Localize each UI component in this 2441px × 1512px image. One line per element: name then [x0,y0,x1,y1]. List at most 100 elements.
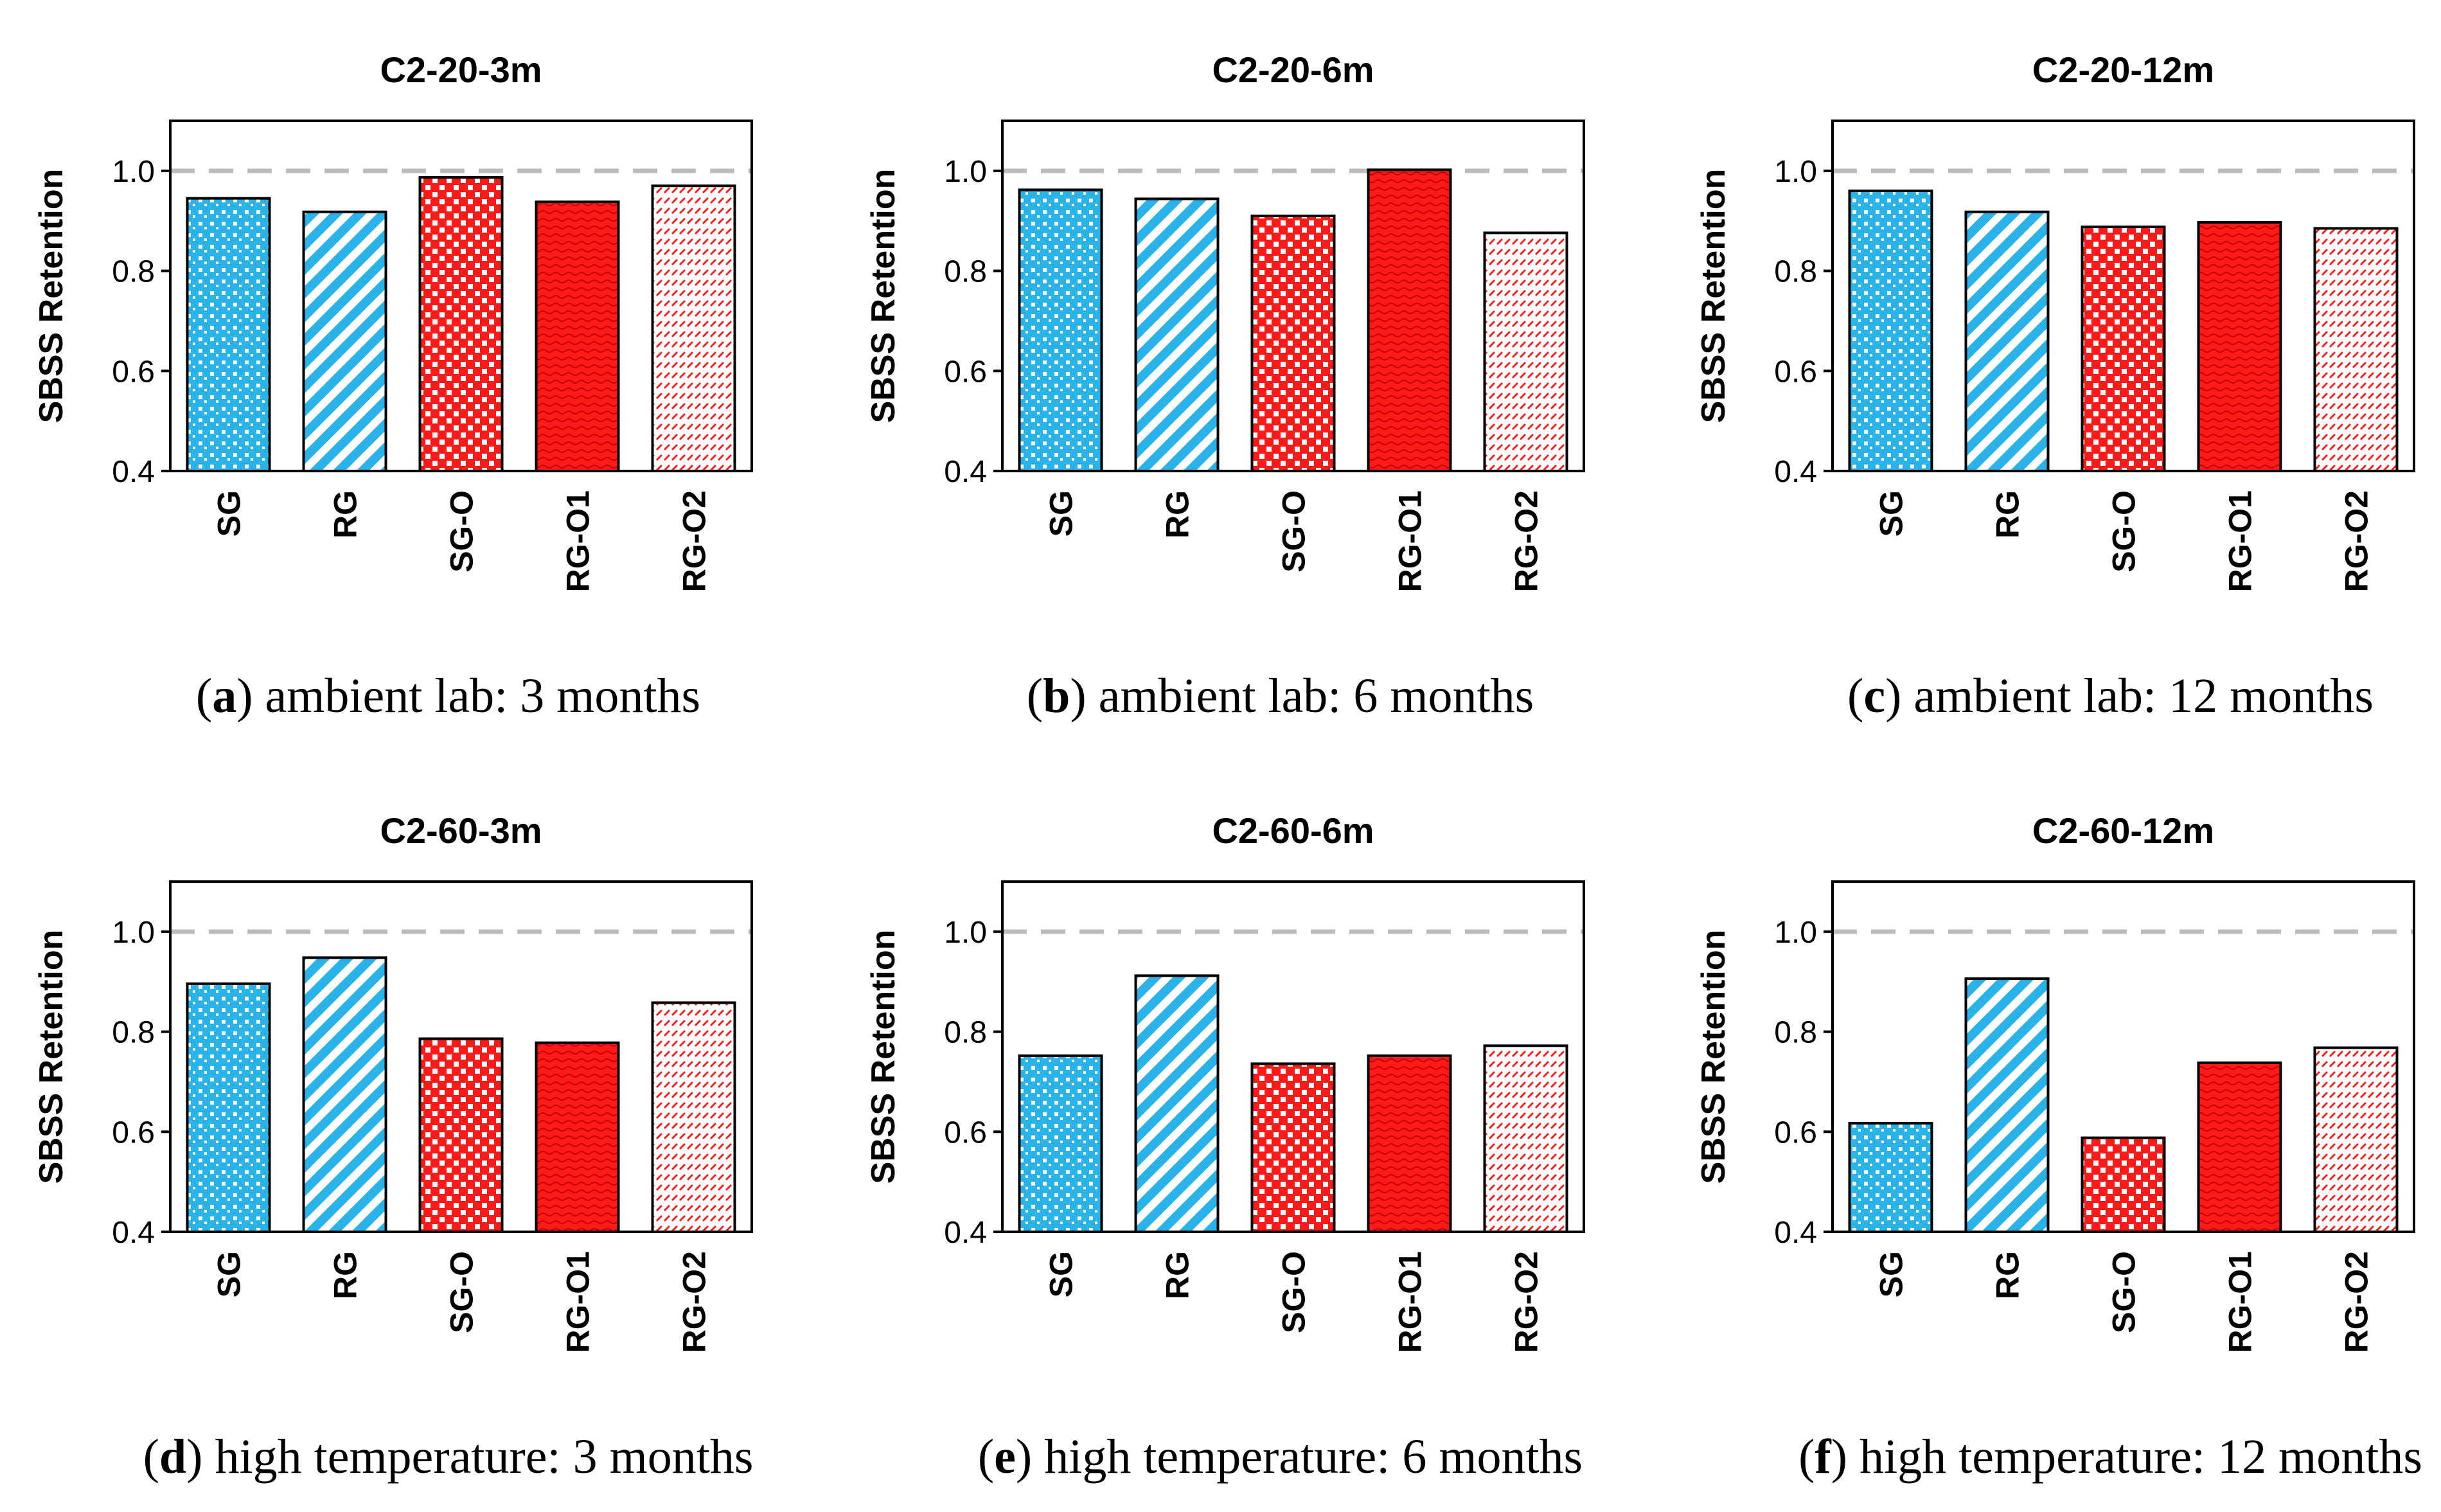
y-tick-label: 1.0 [944,155,987,189]
bar-rg-o1 [1367,1054,1452,1233]
x-tick-label: SG [211,490,247,537]
x-tick-label: SG [1043,1251,1079,1297]
bar-rg [1964,977,2050,1233]
y-tick-label: 1.0 [112,916,155,950]
bar-rg-o2 [651,1001,736,1234]
bar-rg [1134,197,1220,472]
bar-rg [302,210,387,472]
panel-caption: (b) ambient lab: 6 months [1027,669,1534,723]
y-tick-label: 0.8 [944,1016,987,1050]
bar-sg-o [418,1037,504,1233]
bar-rg-o2 [1483,1044,1568,1234]
bar-sg-o [418,175,504,472]
bar-sg [1018,1054,1103,1233]
bar-rg-o1 [1367,168,1452,472]
chart-title: C2-60-6m [1212,810,1374,851]
chart-title: C2-20-6m [1212,49,1374,90]
bar-sg [1848,190,1933,472]
y-axis-label: SBSS Retention [865,169,902,423]
x-tick-label: RG-O1 [1392,1251,1428,1353]
x-tick-label: RG-O1 [560,490,596,592]
y-tick-label: 0.6 [944,355,987,389]
panel-caption: (e) high temperature: 6 months [978,1430,1583,1484]
y-tick-label: 0.6 [112,355,155,389]
y-tick-label: 0.4 [1774,455,1817,489]
chart-title: C2-60-3m [380,810,542,851]
x-tick-label: RG-O2 [677,1251,713,1353]
bar-sg [186,982,271,1234]
y-tick-label: 0.4 [112,455,155,489]
y-axis-label: SBSS Retention [1695,169,1732,423]
panel-caption: (c) ambient lab: 12 months [1847,669,2374,723]
chart-panel-a: C2-20-3m 0.4 0.6 0.8 1.0 SBSS Retention SG RG SG… [33,49,753,723]
x-tick-label: RG-O2 [1509,1251,1545,1353]
chart-title: C2-20-3m [380,49,542,90]
y-axis-label: SBSS Retention [865,930,902,1184]
y-tick-label: 0.6 [1774,355,1817,389]
y-tick-label: 1.0 [1774,916,1817,950]
bar-rg-o1 [2197,221,2282,472]
x-tick-label: RG [328,1251,364,1299]
y-tick-label: 0.8 [112,1016,155,1050]
plot-frame [1831,880,2415,1233]
panels: C2-20-3m 0.4 0.6 0.8 1.0 SBSS Retention SG RG SG… [33,49,2422,1484]
y-tick-label: 0.6 [1774,1116,1817,1150]
y-tick-label: 0.8 [944,255,987,289]
y-tick-label: 0.4 [112,1216,155,1250]
y-tick-label: 0.4 [944,1216,987,1250]
bar-rg-o2 [1483,231,1568,472]
chart-panel-d: C2-60-3m 0.4 0.6 0.8 1.0 SBSS Retention SG RG SG… [33,810,753,1484]
chart-panel-c: C2-20-12m 0.4 0.6 0.8 1.0 SBSS Retention SG RG S… [1695,49,2415,723]
x-tick-label: SG-O [2106,1251,2142,1333]
y-tick-label: 1.0 [1774,155,1817,189]
chart-title: C2-60-12m [2032,810,2214,851]
x-tick-label: SG-O [2106,490,2142,573]
bar-rg [302,956,387,1234]
plot-frame [169,120,753,472]
bar-rg [1134,974,1220,1234]
x-tick-label: SG-O [1276,1251,1312,1333]
bar-sg [1848,1122,1933,1234]
panel-caption: (d) high temperature: 3 months [143,1430,754,1484]
x-tick-label: SG [1874,1251,1910,1297]
bar-sg-o [1250,1062,1336,1234]
chart-panel-f: C2-60-12m 0.4 0.6 0.8 1.0 SBSS Retention SG RG S… [1695,810,2422,1484]
y-tick-label: 0.4 [1774,1216,1817,1250]
x-tick-label: RG [1990,490,2026,538]
y-tick-label: 0.8 [112,255,155,289]
x-tick-label: RG [1990,1251,2026,1299]
bar-sg [186,197,271,472]
y-tick-label: 0.6 [112,1116,155,1150]
plot-frame [169,880,753,1233]
y-axis-label: SBSS Retention [33,930,70,1184]
x-tick-label: RG-O2 [1509,490,1545,592]
bar-sg-o [2081,1136,2166,1233]
x-tick-label: RG-O1 [1392,490,1428,592]
x-tick-label: SG [1874,490,1910,537]
chart-panel-b: C2-20-6m 0.4 0.6 0.8 1.0 SBSS Retention SG RG SG… [865,49,1585,723]
x-tick-label: RG-O2 [2339,1251,2375,1353]
x-tick-label: RG-O1 [560,1251,596,1353]
x-tick-label: RG-O2 [677,490,713,592]
plot-frame [1001,880,1585,1233]
x-tick-label: SG [1043,490,1079,537]
bar-rg-o1 [535,200,620,472]
y-tick-label: 0.6 [944,1116,987,1150]
plot-frame [1001,120,1585,472]
x-tick-label: RG-O1 [2223,1251,2259,1353]
x-tick-label: RG-O2 [2339,490,2375,592]
x-tick-label: RG [328,490,364,538]
y-tick-label: 0.8 [1774,1016,1817,1050]
bar-sg-o [1250,214,1336,472]
x-tick-label: RG [1160,1251,1196,1299]
bar-rg-o1 [535,1041,620,1233]
x-tick-label: SG-O [1276,490,1312,573]
y-tick-label: 0.4 [944,455,987,489]
bar-rg [1964,210,2050,472]
bar-rg-o1 [2197,1061,2282,1234]
x-tick-label: SG [211,1251,247,1297]
panel-caption: (a) ambient lab: 3 months [196,669,700,723]
x-tick-label: RG [1160,490,1196,538]
bar-sg [1018,188,1103,472]
